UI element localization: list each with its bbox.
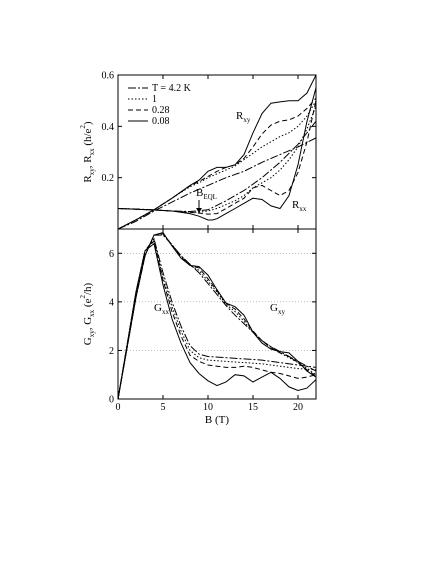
plot-frame bbox=[117, 228, 317, 400]
y-tick-label: 0 bbox=[109, 395, 114, 406]
beql-annotation: BEQL bbox=[196, 187, 217, 201]
x-tick-label: 20 bbox=[293, 402, 303, 413]
x-tick-label: 5 bbox=[161, 402, 166, 413]
bottom-panel: 0 2 4 6 0 5 10 15 20 Gxy, Gxx (e2/h) B (T) Gxx Gxy bbox=[79, 228, 317, 426]
y-tick-label: 6 bbox=[109, 249, 114, 260]
legend-label: 1 bbox=[152, 94, 157, 105]
rxx-annotation: Rxx bbox=[292, 199, 307, 213]
series-rxy-line bbox=[118, 100, 316, 229]
top-panel: 0.2 0.4 0.6 Rxy, Rxx (h/e2) T = 4.2 K10.280.… bbox=[79, 71, 317, 230]
y-tick-label: 0.4 bbox=[102, 122, 115, 133]
legend-label: T = 4.2 K bbox=[152, 83, 192, 94]
rxy-annotation: Rxy bbox=[236, 110, 251, 124]
legend-label: 0.28 bbox=[152, 105, 170, 116]
y-tick-label: 4 bbox=[109, 297, 114, 308]
series-rxy-line bbox=[118, 75, 316, 229]
y-tick-label: 0.2 bbox=[102, 173, 115, 184]
series-gxy-line bbox=[118, 234, 316, 399]
x-tick-label: 10 bbox=[203, 402, 213, 413]
series-gxy-line bbox=[118, 233, 316, 399]
x-tick-label: 15 bbox=[248, 402, 258, 413]
y-tick-label: 2 bbox=[109, 346, 114, 357]
series-rxy-line bbox=[118, 137, 316, 229]
y-axis-label: Gxy, Gxx (e2/h) bbox=[79, 282, 96, 345]
legend-label: 0.08 bbox=[152, 116, 170, 127]
y-axis-label: Rxy, Rxx (h/e2) bbox=[79, 121, 96, 183]
series-gxx-line bbox=[118, 240, 316, 399]
series-gxy-line bbox=[118, 233, 316, 399]
series-rxx-line bbox=[118, 87, 316, 221]
x-tick-label: 0 bbox=[116, 402, 121, 413]
gxy-annotation: Gxy bbox=[270, 302, 285, 316]
series-rxx-line bbox=[118, 120, 316, 213]
series-gxy-line bbox=[118, 232, 316, 399]
series-gxx-line bbox=[118, 242, 316, 399]
beql-arrow-head bbox=[196, 208, 202, 213]
x-axis-label: B (T) bbox=[205, 414, 229, 426]
series-rxx-line bbox=[118, 105, 316, 213]
gxx-annotation: Gxx bbox=[154, 302, 169, 316]
series-rxx-line bbox=[118, 100, 316, 215]
y-tick-label: 0.6 bbox=[102, 71, 115, 82]
